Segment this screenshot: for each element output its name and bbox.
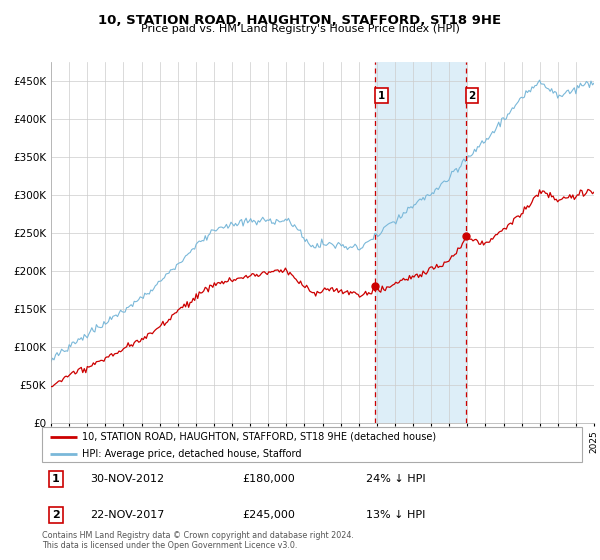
Text: £245,000: £245,000 [242,510,295,520]
Text: 1: 1 [52,474,59,484]
Text: HPI: Average price, detached house, Stafford: HPI: Average price, detached house, Staf… [83,449,302,459]
Text: 30-NOV-2012: 30-NOV-2012 [91,474,165,484]
Text: 24% ↓ HPI: 24% ↓ HPI [366,474,425,484]
Text: Contains HM Land Registry data © Crown copyright and database right 2024.
This d: Contains HM Land Registry data © Crown c… [42,531,354,550]
FancyBboxPatch shape [42,427,582,462]
Bar [375,62,466,423]
Text: Price paid vs. HM Land Registry's House Price Index (HPI): Price paid vs. HM Land Registry's House … [140,24,460,34]
Text: 2: 2 [52,510,59,520]
Text: 1: 1 [378,91,385,101]
Text: 10, STATION ROAD, HAUGHTON, STAFFORD, ST18 9HE (detached house): 10, STATION ROAD, HAUGHTON, STAFFORD, ST… [83,432,437,442]
Text: 13% ↓ HPI: 13% ↓ HPI [366,510,425,520]
Text: 2: 2 [469,91,476,101]
Text: 10, STATION ROAD, HAUGHTON, STAFFORD, ST18 9HE: 10, STATION ROAD, HAUGHTON, STAFFORD, ST… [98,14,502,27]
Text: 22-NOV-2017: 22-NOV-2017 [91,510,165,520]
Text: £180,000: £180,000 [242,474,295,484]
